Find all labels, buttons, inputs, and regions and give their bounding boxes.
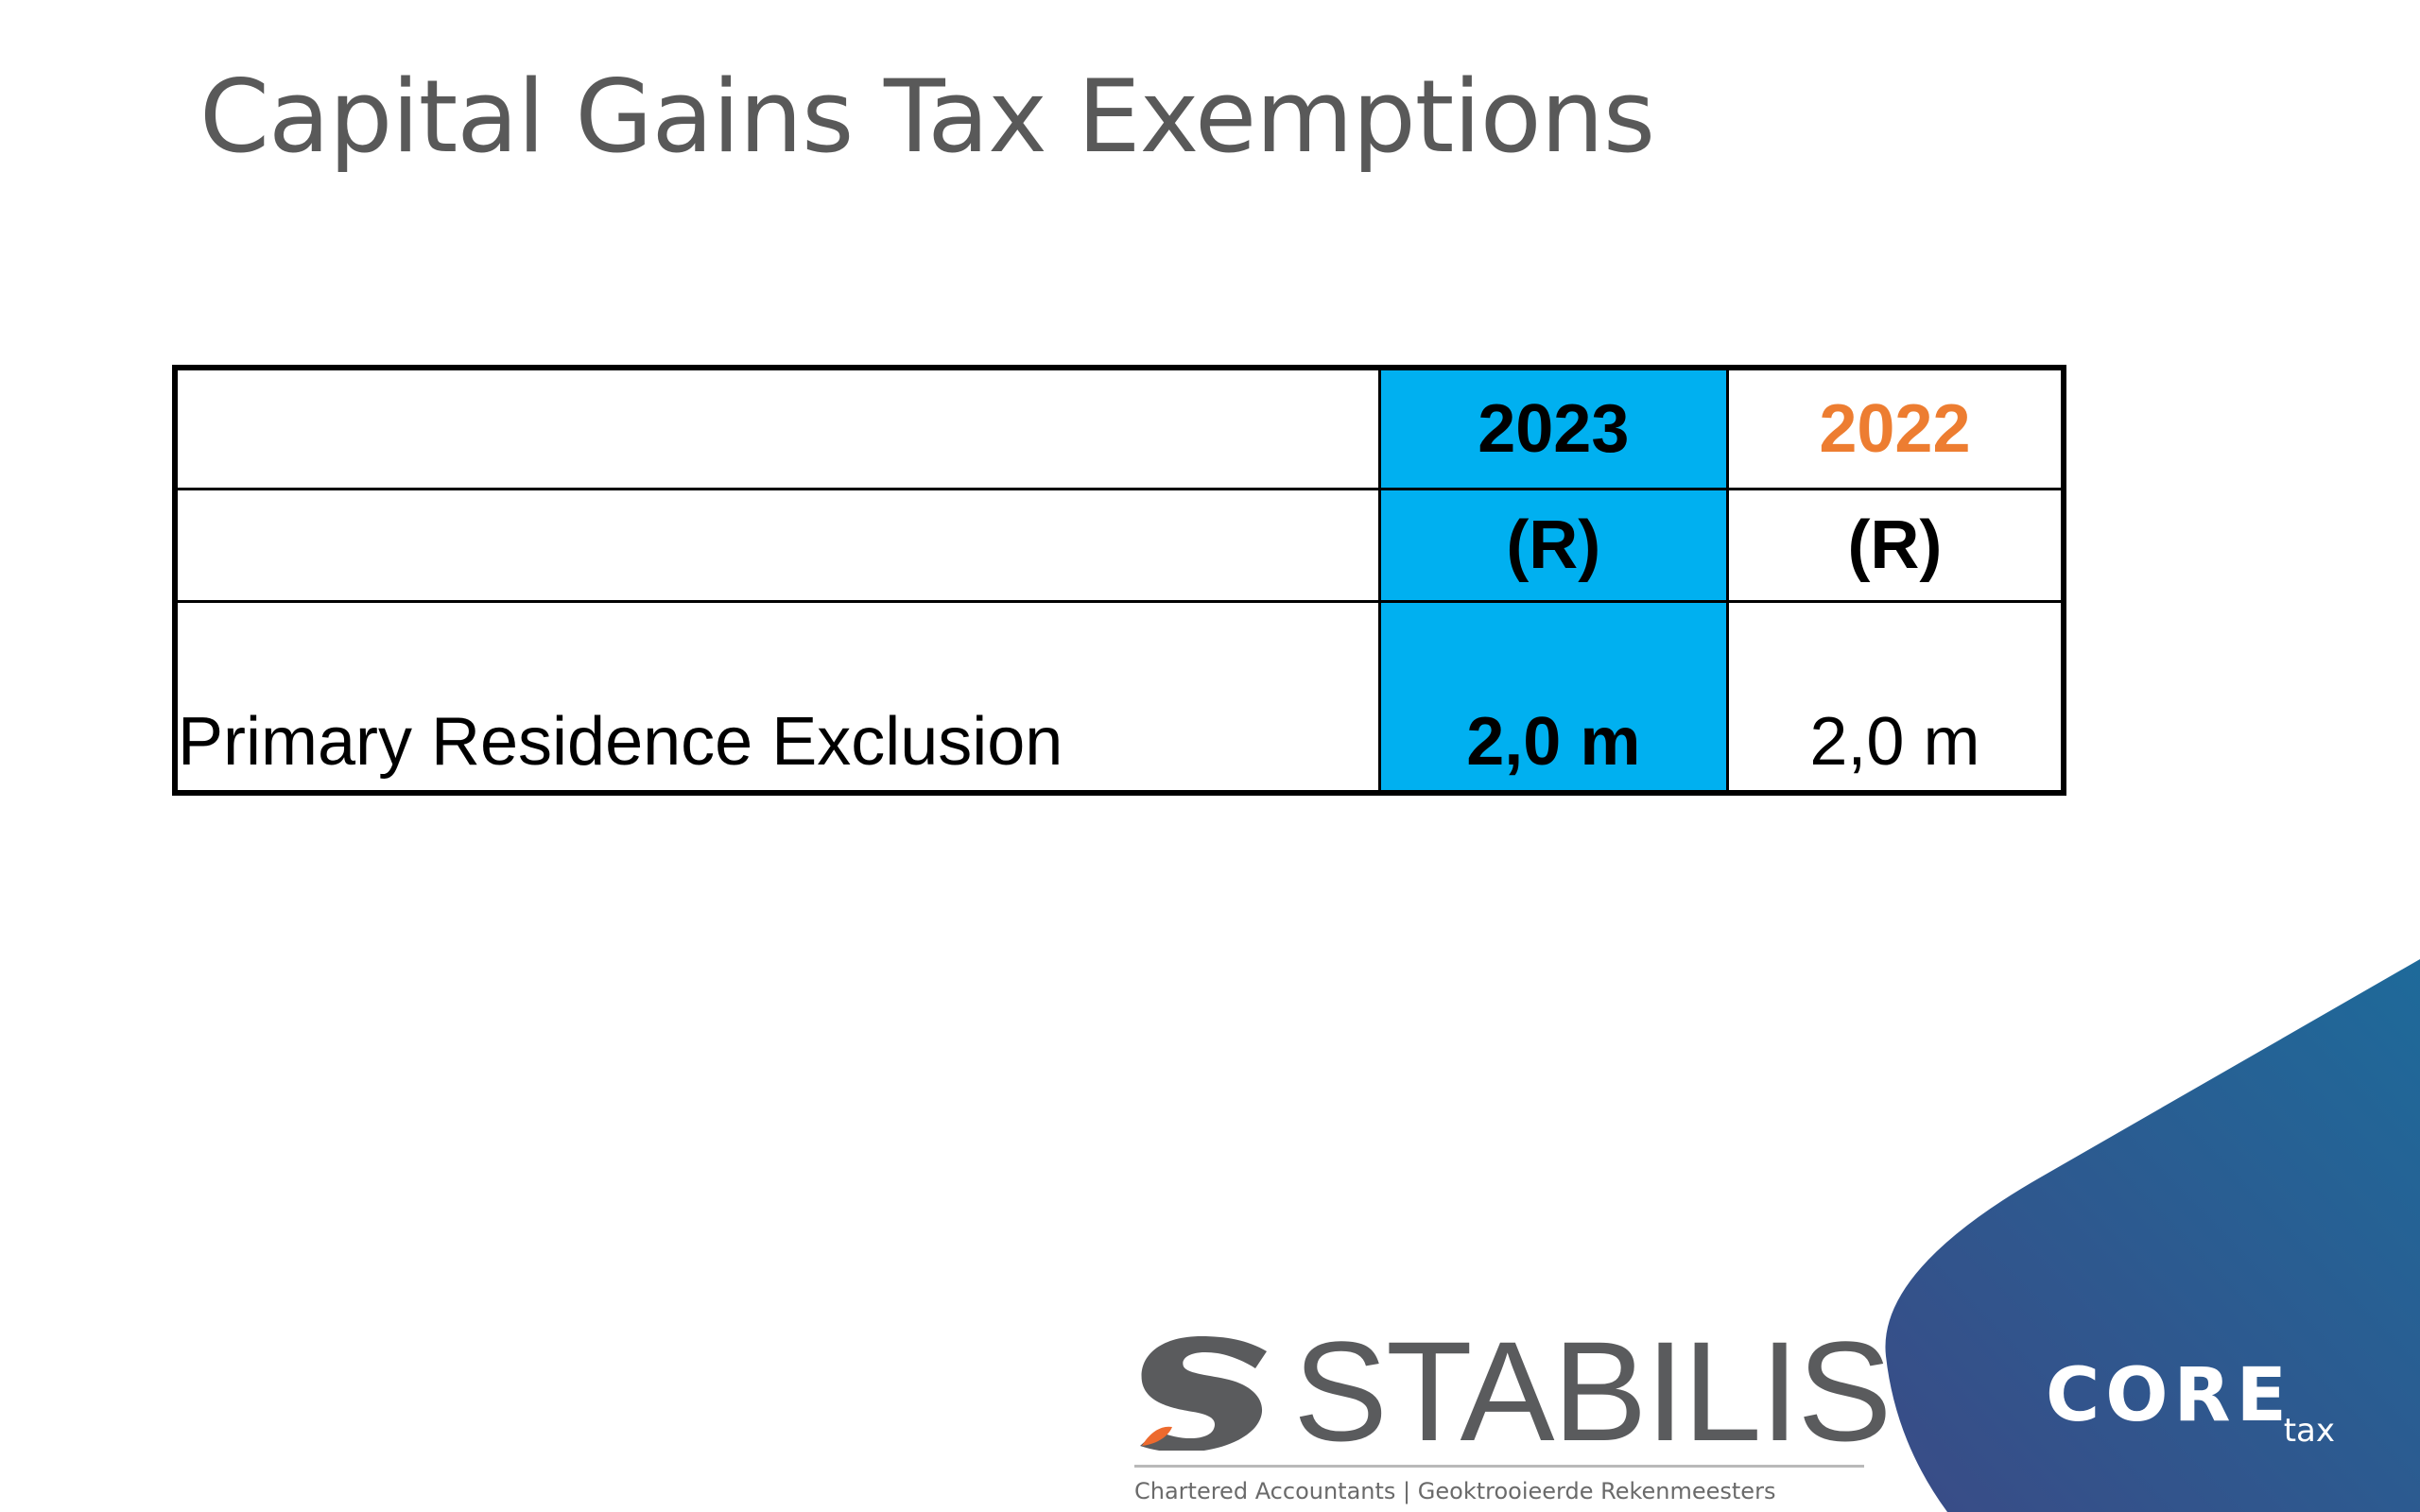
header-unit-2023: (R) [1377, 488, 1729, 603]
cgt-exemptions-table: 2023 2022 (R) (R) Primary Residence Excl… [172, 365, 2066, 796]
stabilis-logo: STABILIS Chartered Accountants | Geoktro… [1131, 1312, 1892, 1512]
row-value-2023: 2,0 m [1377, 600, 1729, 795]
header-unit-2022: (R) [1725, 488, 2066, 603]
table-row: Primary Residence Exclusion 2,0 m 2,0 m [173, 600, 2066, 795]
slide-title: Capital Gains Tax Exemptions [199, 59, 1655, 175]
core-tax-logo: CORE tax [2046, 1353, 2339, 1457]
core-wordmark: CORE [2046, 1353, 2292, 1438]
header-year-2022: 2022 [1725, 366, 2066, 490]
stabilis-wordmark: STABILIS [1293, 1312, 1892, 1470]
row-label: Primary Residence Exclusion [173, 600, 1381, 795]
header-blank-cell [173, 488, 1381, 603]
stabilis-s-mark-icon [1140, 1336, 1267, 1451]
core-wordmark-text: CORE [2046, 1353, 2292, 1438]
core-tax-subtitle: tax [2283, 1412, 2335, 1450]
header-blank-cell [173, 366, 1381, 490]
table-header-row-years: 2023 2022 [173, 366, 2066, 490]
row-value-2022: 2,0 m [1725, 600, 2066, 795]
header-year-2023: 2023 [1377, 366, 1729, 490]
stabilis-tagline: Chartered Accountants | Geoktrooieerde R… [1134, 1478, 1776, 1504]
stabilis-divider [1134, 1465, 1864, 1468]
table-header-row-units: (R) (R) [173, 488, 2066, 603]
